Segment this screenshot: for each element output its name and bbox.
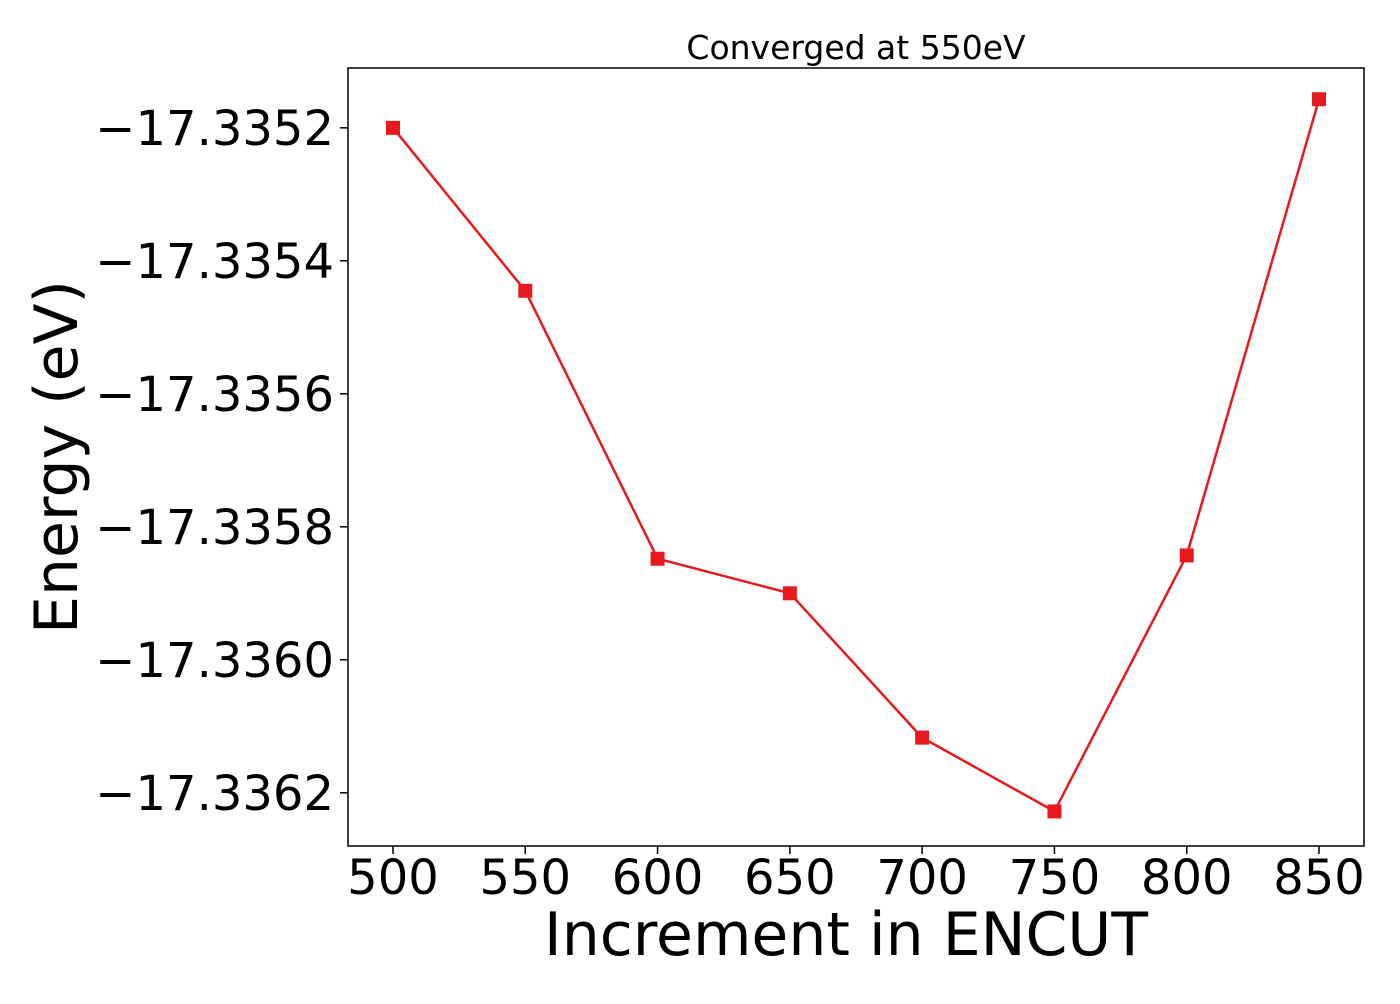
x-tick-label: 500 xyxy=(347,850,439,906)
data-point-marker xyxy=(915,730,930,745)
data-point-marker xyxy=(650,551,665,566)
data-point-marker xyxy=(1312,92,1327,107)
y-axis-ticks: −17.3352 −17.3354 −17.3356 −17.3358 −17.3360… xyxy=(95,101,348,822)
y-tick-label: −17.3358 xyxy=(95,500,334,556)
data-point-marker xyxy=(1047,804,1062,819)
plot-frame xyxy=(347,67,1365,847)
y-tick-label: −17.3352 xyxy=(95,101,334,157)
data-point-marker xyxy=(1179,548,1194,563)
y-tick-label: −17.3360 xyxy=(95,633,334,689)
x-tick-label: 650 xyxy=(744,850,836,906)
data-point-marker xyxy=(385,120,400,135)
x-tick-label: 700 xyxy=(876,850,968,906)
x-tick-label: 750 xyxy=(1009,850,1101,906)
chart-title: Converged at 550eV xyxy=(686,28,1026,67)
y-tick-label: −17.3354 xyxy=(95,234,334,290)
x-tick-label: 850 xyxy=(1273,850,1365,906)
x-tick-label: 600 xyxy=(612,850,704,906)
y-tick-label: −17.3362 xyxy=(95,766,334,822)
x-tick-label: 550 xyxy=(479,850,571,906)
y-axis-title: Energy (eV) xyxy=(22,280,92,634)
x-tick-label: 800 xyxy=(1141,850,1233,906)
y-tick-label: −17.3356 xyxy=(95,367,334,423)
data-point-marker xyxy=(518,283,533,298)
data-point-marker xyxy=(782,586,797,601)
x-axis-title: Increment in ENCUT xyxy=(544,900,1148,970)
series-group xyxy=(385,92,1327,819)
series-line xyxy=(392,98,1321,813)
x-axis-ticks: 500 550 600 650 700 750 800 850 xyxy=(347,846,1365,906)
